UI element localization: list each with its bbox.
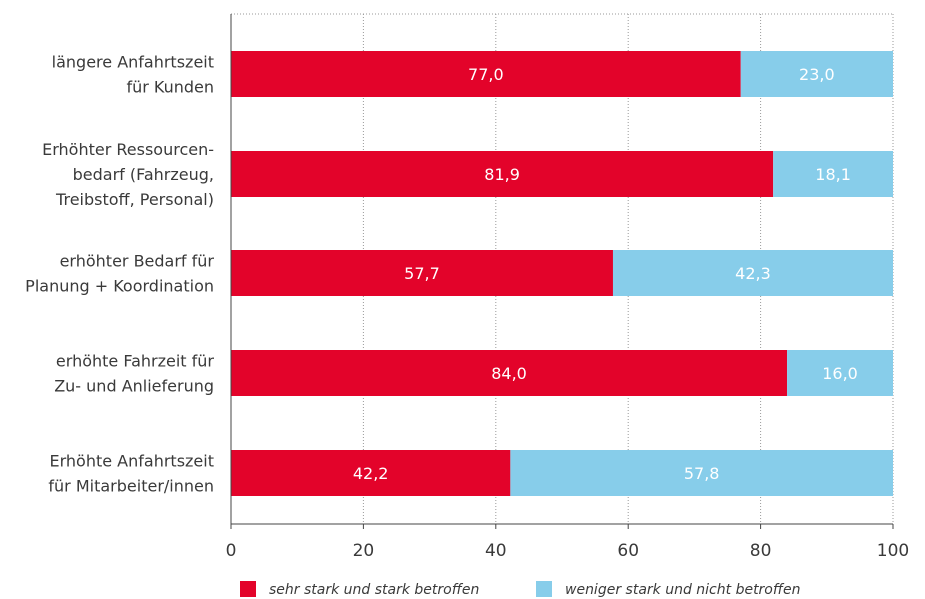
x-tick-labels: 0 20 40 60 80 100 xyxy=(226,541,910,561)
bar-segment-2-0 xyxy=(231,250,613,296)
bar-segment-4-1 xyxy=(510,450,893,496)
legend: sehr stark und stark betroffen weniger st… xyxy=(240,581,800,598)
category-label-3: erhöhte Fahrzeit für Zu- und Anlieferung xyxy=(54,352,214,396)
category-label-line: Zu- und Anlieferung xyxy=(54,377,214,396)
data-label-0-1: 23,0 xyxy=(799,65,835,84)
bar-segment-1-1 xyxy=(773,151,893,197)
legend-label-1: weniger stark und nicht betroffen xyxy=(565,582,800,598)
data-label-2-0: 57,7 xyxy=(404,264,440,283)
data-label-4-1: 57,8 xyxy=(684,464,720,483)
category-label-line: für Kunden xyxy=(126,78,214,97)
category-label-0: längere Anfahrtszeit für Kunden xyxy=(52,53,214,97)
data-label-3-1: 16,0 xyxy=(822,364,858,383)
axes xyxy=(230,14,894,529)
category-label-4: Erhöhte Anfahrtszeit für Mitarbeiter/inne… xyxy=(48,452,214,496)
category-label-line: für Mitarbeiter/innen xyxy=(48,477,214,496)
x-tick-label-60: 60 xyxy=(617,541,639,561)
legend-swatch-0 xyxy=(240,581,256,597)
bar-segment-2-1 xyxy=(612,250,893,296)
data-label-0-0: 77,0 xyxy=(468,65,504,84)
legend-label-0: sehr stark und stark betroffen xyxy=(269,582,479,598)
data-label-2-1: 42,3 xyxy=(735,264,771,283)
data-label-3-0: 84,0 xyxy=(491,364,527,383)
x-tick-label-20: 20 xyxy=(353,541,375,561)
x-tick-label-40: 40 xyxy=(485,541,507,561)
category-label-line: Planung + Koordination xyxy=(25,277,214,296)
x-tick-label-80: 80 xyxy=(750,541,772,561)
category-label-line: Erhöhte Anfahrtszeit xyxy=(50,452,215,471)
data-label-1-1: 18,1 xyxy=(815,165,851,184)
bar-segment-3-1 xyxy=(787,350,893,396)
x-tick-label-100: 100 xyxy=(877,541,909,561)
category-label-line: längere Anfahrtszeit xyxy=(52,53,214,72)
bars: 77,0 23,0 81,9 18,1 57,7 42,3 84,0 16,0 42,2 57,8 xyxy=(231,51,893,496)
bar-segment-4-0 xyxy=(231,450,511,496)
bar-segment-0-1 xyxy=(740,51,893,97)
category-label-line: erhöhte Fahrzeit für xyxy=(56,352,214,371)
data-label-1-0: 81,9 xyxy=(484,165,520,184)
category-label-2: erhöhter Bedarf für Planung + Koordinatio… xyxy=(25,252,214,296)
category-label-line: Treibstoff, Personal) xyxy=(55,190,214,209)
legend-swatch-1 xyxy=(536,581,552,597)
category-labels: längere Anfahrtszeit für Kunden Erhöhter R… xyxy=(25,53,214,496)
bar-segment-1-0 xyxy=(231,151,774,197)
bar-segment-0-0 xyxy=(231,51,741,97)
category-label-line: bedarf (Fahrzeug, xyxy=(73,165,214,184)
category-label-line: erhöhter Bedarf für xyxy=(60,252,215,271)
category-label-1: Erhöhter Ressourcen-bedarf (Fahrzeug, Tre… xyxy=(42,140,214,209)
category-label-line: Erhöhter Ressourcen- xyxy=(42,140,214,159)
data-label-4-0: 42,2 xyxy=(353,464,389,483)
bar-segment-3-0 xyxy=(231,350,788,396)
x-tick-label-0: 0 xyxy=(226,541,237,561)
